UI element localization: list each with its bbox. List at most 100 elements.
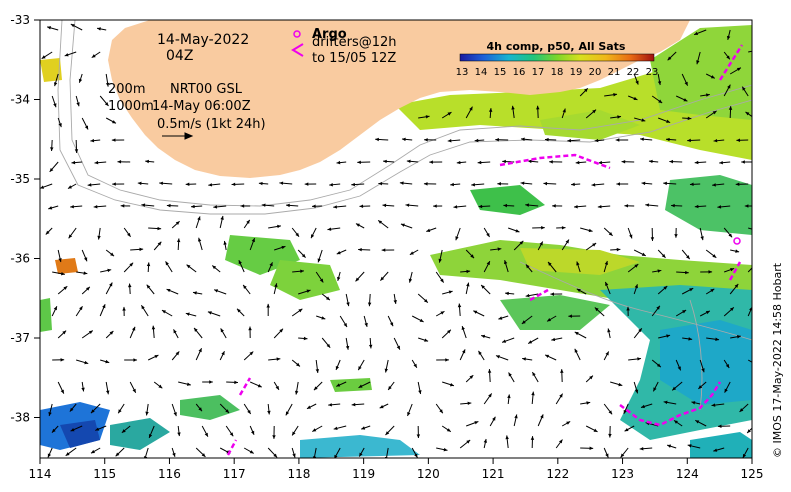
current-arrow-head [544,137,549,142]
current-arrow-head [48,412,52,416]
current-arrow-head [311,234,315,239]
current-arrow-head [361,426,366,430]
current-arrow-head [151,325,156,330]
current-arrow-head [540,414,544,419]
current-arrow-head [49,167,54,172]
current-arrow-head [51,428,56,433]
current-arrow-head [477,160,482,165]
current-arrow-head [531,391,535,396]
colorbar-tick-label: 15 [494,67,507,78]
current-arrow-head [550,292,555,296]
current-arrow-head [584,88,588,93]
current-arrow-head [141,305,145,310]
current-arrow-head [486,261,490,266]
current-arrow-head [568,314,572,318]
current-arrow-head [249,351,254,356]
current-arrow-head [695,420,700,424]
current-arrow-head [710,288,715,293]
current-arrow-head [312,428,317,432]
drifter-tracks [226,44,744,456]
current-arrow-head [667,444,672,448]
colorbar-tick-label: 14 [475,67,488,78]
current-arrow-head [333,426,338,430]
current-arrow-head [251,430,255,435]
current-arrow-head [112,120,117,124]
current-arrow-head [656,305,660,310]
current-arrow-head [528,340,533,344]
credit: © IMOS 17-May-2022 14:58 Hobart [771,262,784,458]
current-arrow-head [300,269,304,273]
current-arrow-head [478,350,482,355]
current-arrow-head [589,446,594,451]
current-arrow-head [689,182,694,187]
current-arrow-head [688,337,693,341]
current-arrow-head [519,240,524,245]
current-arrow-head [109,331,114,335]
current-arrow-head [608,232,613,236]
lon-tick-label: 114 [29,467,52,481]
current-arrow-head [418,390,422,395]
hour-label: 04Z [166,48,193,64]
current-arrow-head [726,35,731,40]
current-arrow-head [677,366,681,371]
colorbar-title: 4h comp, p50, All Sats [487,40,626,53]
current-arrow-head [198,407,203,412]
current-arrow-head [503,203,508,208]
current-arrow-head [48,206,53,210]
current-arrow-head [624,204,629,208]
current-arrow-head [708,270,713,274]
current-arrow-head [495,355,500,359]
current-arrow-head [97,235,101,240]
current-arrow-head [466,440,471,444]
current-arrow-head [312,204,316,208]
current-arrow-head [257,384,262,388]
current-arrow-head [357,160,361,165]
current-arrow-head [562,108,566,113]
current-vectors [40,23,752,458]
current-arrow-head [739,408,744,412]
current-arrow-head [712,183,716,187]
current-arrow-head [87,183,92,187]
current-arrow-head [47,453,52,458]
current-arrow-head [266,303,270,308]
current-arrow-head [292,431,296,436]
current-arrow-head [694,160,699,165]
current-arrow-head [145,411,149,416]
current-arrow-head [273,453,278,458]
current-arrow-head [424,338,429,342]
current-arrow-head [337,276,341,281]
current-arrow-head [502,339,507,343]
current-arrow-head [571,182,575,187]
colorbar-ticks: 13 14 15 16 17 18 19 20 21 22 23 [456,67,659,78]
current-arrow-head [617,115,622,119]
current-arrow-head [525,264,530,269]
current-arrow-head [53,306,57,311]
current-arrow-head [453,205,458,209]
current-arrow-head [329,182,333,187]
current-arrow-head [527,159,532,164]
current-arrow-head [574,205,578,209]
current-arrow-head [405,203,410,207]
current-arrow-head [608,410,613,415]
current-arrow-head [317,258,321,263]
current-arrow-head [488,393,492,398]
current-arrow-head [724,388,728,393]
current-arrow-head [640,404,645,409]
current-arrow-head [656,363,661,368]
current-arrow-head [713,138,718,143]
current-arrow-head [712,254,717,258]
current-arrow-head [383,159,387,164]
current-arrow-head [426,228,431,232]
current-arrow-head [565,239,569,244]
current-arrow-head [58,123,62,128]
current-arrow-head [629,234,633,239]
current-arrow-head [234,380,238,385]
current-arrow-head [466,282,470,287]
current-arrow-head [511,105,515,110]
drifter-legend-line2: to 15/05 12Z [312,51,396,66]
lat-tick-label: -37 [10,331,30,345]
current-arrow-head [207,311,212,315]
current-arrow-head [127,232,131,237]
current-arrow-head [294,390,299,395]
